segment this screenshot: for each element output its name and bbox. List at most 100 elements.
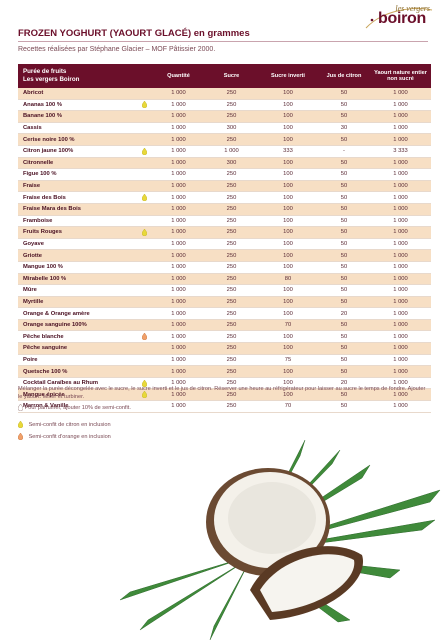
table-row: Framboise 1 000 250 100 50 1 000: [18, 215, 431, 228]
cell-jus-de-citron: 50: [318, 284, 370, 297]
cell-sucre-inverti: 100: [258, 238, 318, 251]
fruit-name: Cerise noire 100 %: [18, 133, 136, 146]
brand-logo: les vergers boiron: [358, 4, 434, 32]
page-subtitle: Recettes réalisées par Stéphane Glacier …: [18, 46, 216, 53]
inclusion-mark: [136, 261, 152, 274]
cell-jus-de-citron: 50: [318, 342, 370, 355]
inclusion-mark: [136, 133, 152, 146]
cell-sucre: 250: [205, 191, 258, 204]
cell-sucre-inverti: 100: [258, 365, 318, 378]
fruit-name: Pêche blanche: [18, 330, 136, 344]
fruit-name: Mangue 100 %: [18, 261, 136, 274]
lemon-drop-icon: [17, 420, 24, 429]
cell-jus-de-citron: 50: [318, 99, 370, 112]
header-yaourt: Yaourt nature entier non sucré: [370, 64, 431, 88]
cell-sucre: 250: [205, 88, 258, 100]
cell-sucre: 300: [205, 122, 258, 135]
cell-sucre-inverti: 100: [258, 342, 318, 355]
fruit-name: Fraise Mara des Bois: [18, 203, 136, 216]
cell-yaourt: 1 000: [370, 249, 431, 262]
cell-quantite: 1 000: [152, 133, 205, 146]
cell-sucre: 250: [205, 99, 258, 112]
cell-sucre-inverti: 100: [258, 330, 318, 344]
recipe-table: Purée de fruits Les vergers Boiron Quant…: [18, 64, 431, 413]
cell-sucre-inverti: 100: [258, 191, 318, 204]
cell-quantite: 1 000: [152, 365, 205, 378]
table-row: Banane 100 % 1 000 250 100 50 1 000: [18, 110, 431, 123]
table-row: Mûre 1 000 250 100 50 1 000: [18, 284, 431, 297]
table-row: Myrtille 1 000 250 100 50 1 000: [18, 296, 431, 309]
cell-quantite: 1 000: [152, 226, 205, 239]
cell-sucre: 250: [205, 249, 258, 262]
inclusion-mark: [136, 88, 152, 100]
legend-orange: Semi-confit d'orange en inclusion: [17, 432, 111, 441]
cell-yaourt: 1 000: [370, 122, 431, 135]
cell-yaourt: 1 000: [370, 99, 431, 112]
logo-name: boiron: [378, 10, 426, 27]
cell-jus-de-citron: 50: [318, 261, 370, 274]
cell-yaourt: 1 000: [370, 342, 431, 355]
cell-yaourt: 1 000: [370, 296, 431, 309]
cell-jus-de-citron: 50: [318, 273, 370, 286]
cell-yaourt: 1 000: [370, 215, 431, 228]
cell-quantite: 1 000: [152, 110, 205, 123]
cell-quantite: 1 000: [152, 249, 205, 262]
cell-quantite: 1 000: [152, 145, 205, 158]
cell-jus-de-citron: 50: [318, 330, 370, 344]
cell-jus-de-citron: 50: [318, 180, 370, 193]
table-header-row: Purée de fruits Les vergers Boiron Quant…: [18, 64, 431, 88]
lemon-drop-icon: [141, 228, 147, 237]
table-row: Cerise noire 100 % 1 000 250 100 50 1 000: [18, 133, 431, 146]
cell-sucre: 250: [205, 133, 258, 146]
cell-jus-de-citron: 30: [318, 122, 370, 135]
inclusion-mark: [136, 122, 152, 135]
cell-sucre-inverti: 100: [258, 249, 318, 262]
cell-quantite: 1 000: [152, 88, 205, 100]
cell-quantite: 1 000: [152, 296, 205, 309]
cell-sucre-inverti: 100: [258, 99, 318, 112]
logo-swoosh-icon: [365, 8, 433, 29]
cell-yaourt: 1 000: [370, 203, 431, 216]
fruit-name: Citron jaune 100%: [18, 145, 136, 158]
cell-sucre: 250: [205, 110, 258, 123]
cell-quantite: 1 000: [152, 122, 205, 135]
fruit-name: Pêche sanguine: [18, 342, 136, 355]
inclusion-mark: [136, 145, 152, 158]
cell-sucre-inverti: 100: [258, 307, 318, 320]
cell-quantite: 1 000: [152, 238, 205, 251]
cell-quantite: 1 000: [152, 215, 205, 228]
cell-yaourt: 1 000: [370, 284, 431, 297]
fruit-name: Fruits Rouges: [18, 226, 136, 239]
table-row: Pêche sanguine 1 000 250 100 50 1 000: [18, 342, 431, 355]
cell-quantite: 1 000: [152, 168, 205, 181]
cell-yaourt: 1 000: [370, 157, 431, 170]
inclusion-mark: [136, 180, 152, 193]
cell-sucre: 250: [205, 284, 258, 297]
cell-sucre: 250: [205, 354, 258, 367]
cell-sucre-inverti: 100: [258, 377, 318, 390]
cell-sucre: 250: [205, 215, 258, 228]
cell-jus-de-citron: 50: [318, 168, 370, 181]
cell-sucre: 250: [205, 203, 258, 216]
inclusion-mark: [136, 296, 152, 309]
header-fruit: Purée de fruits Les vergers Boiron: [18, 64, 152, 88]
cell-quantite: 1 000: [152, 354, 205, 367]
header-fruit-line1: Purée de fruits: [23, 68, 67, 75]
cell-jus-de-citron: 50: [318, 249, 370, 262]
cell-yaourt: 1 000: [370, 191, 431, 204]
inclusion-mark: [136, 191, 152, 204]
cell-quantite: 1 000: [152, 180, 205, 193]
cell-yaourt: 1 000: [370, 226, 431, 239]
table-row: Fraise 1 000 250 100 50 1 000: [18, 180, 431, 193]
cell-sucre-inverti: 100: [258, 122, 318, 135]
cell-jus-de-citron: 50: [318, 157, 370, 170]
header-sucre: Sucre: [205, 64, 258, 88]
legend-orange-text: Semi-confit d'orange en inclusion: [28, 433, 111, 440]
cell-yaourt: 1 000: [370, 388, 431, 402]
cell-jus-de-citron: 20: [318, 307, 370, 320]
inclusion-mark: [136, 110, 152, 123]
cell-jus-de-citron: 50: [318, 365, 370, 378]
cell-sucre-inverti: 100: [258, 226, 318, 239]
cell-quantite: 1 000: [152, 284, 205, 297]
cell-sucre-inverti: 100: [258, 180, 318, 193]
